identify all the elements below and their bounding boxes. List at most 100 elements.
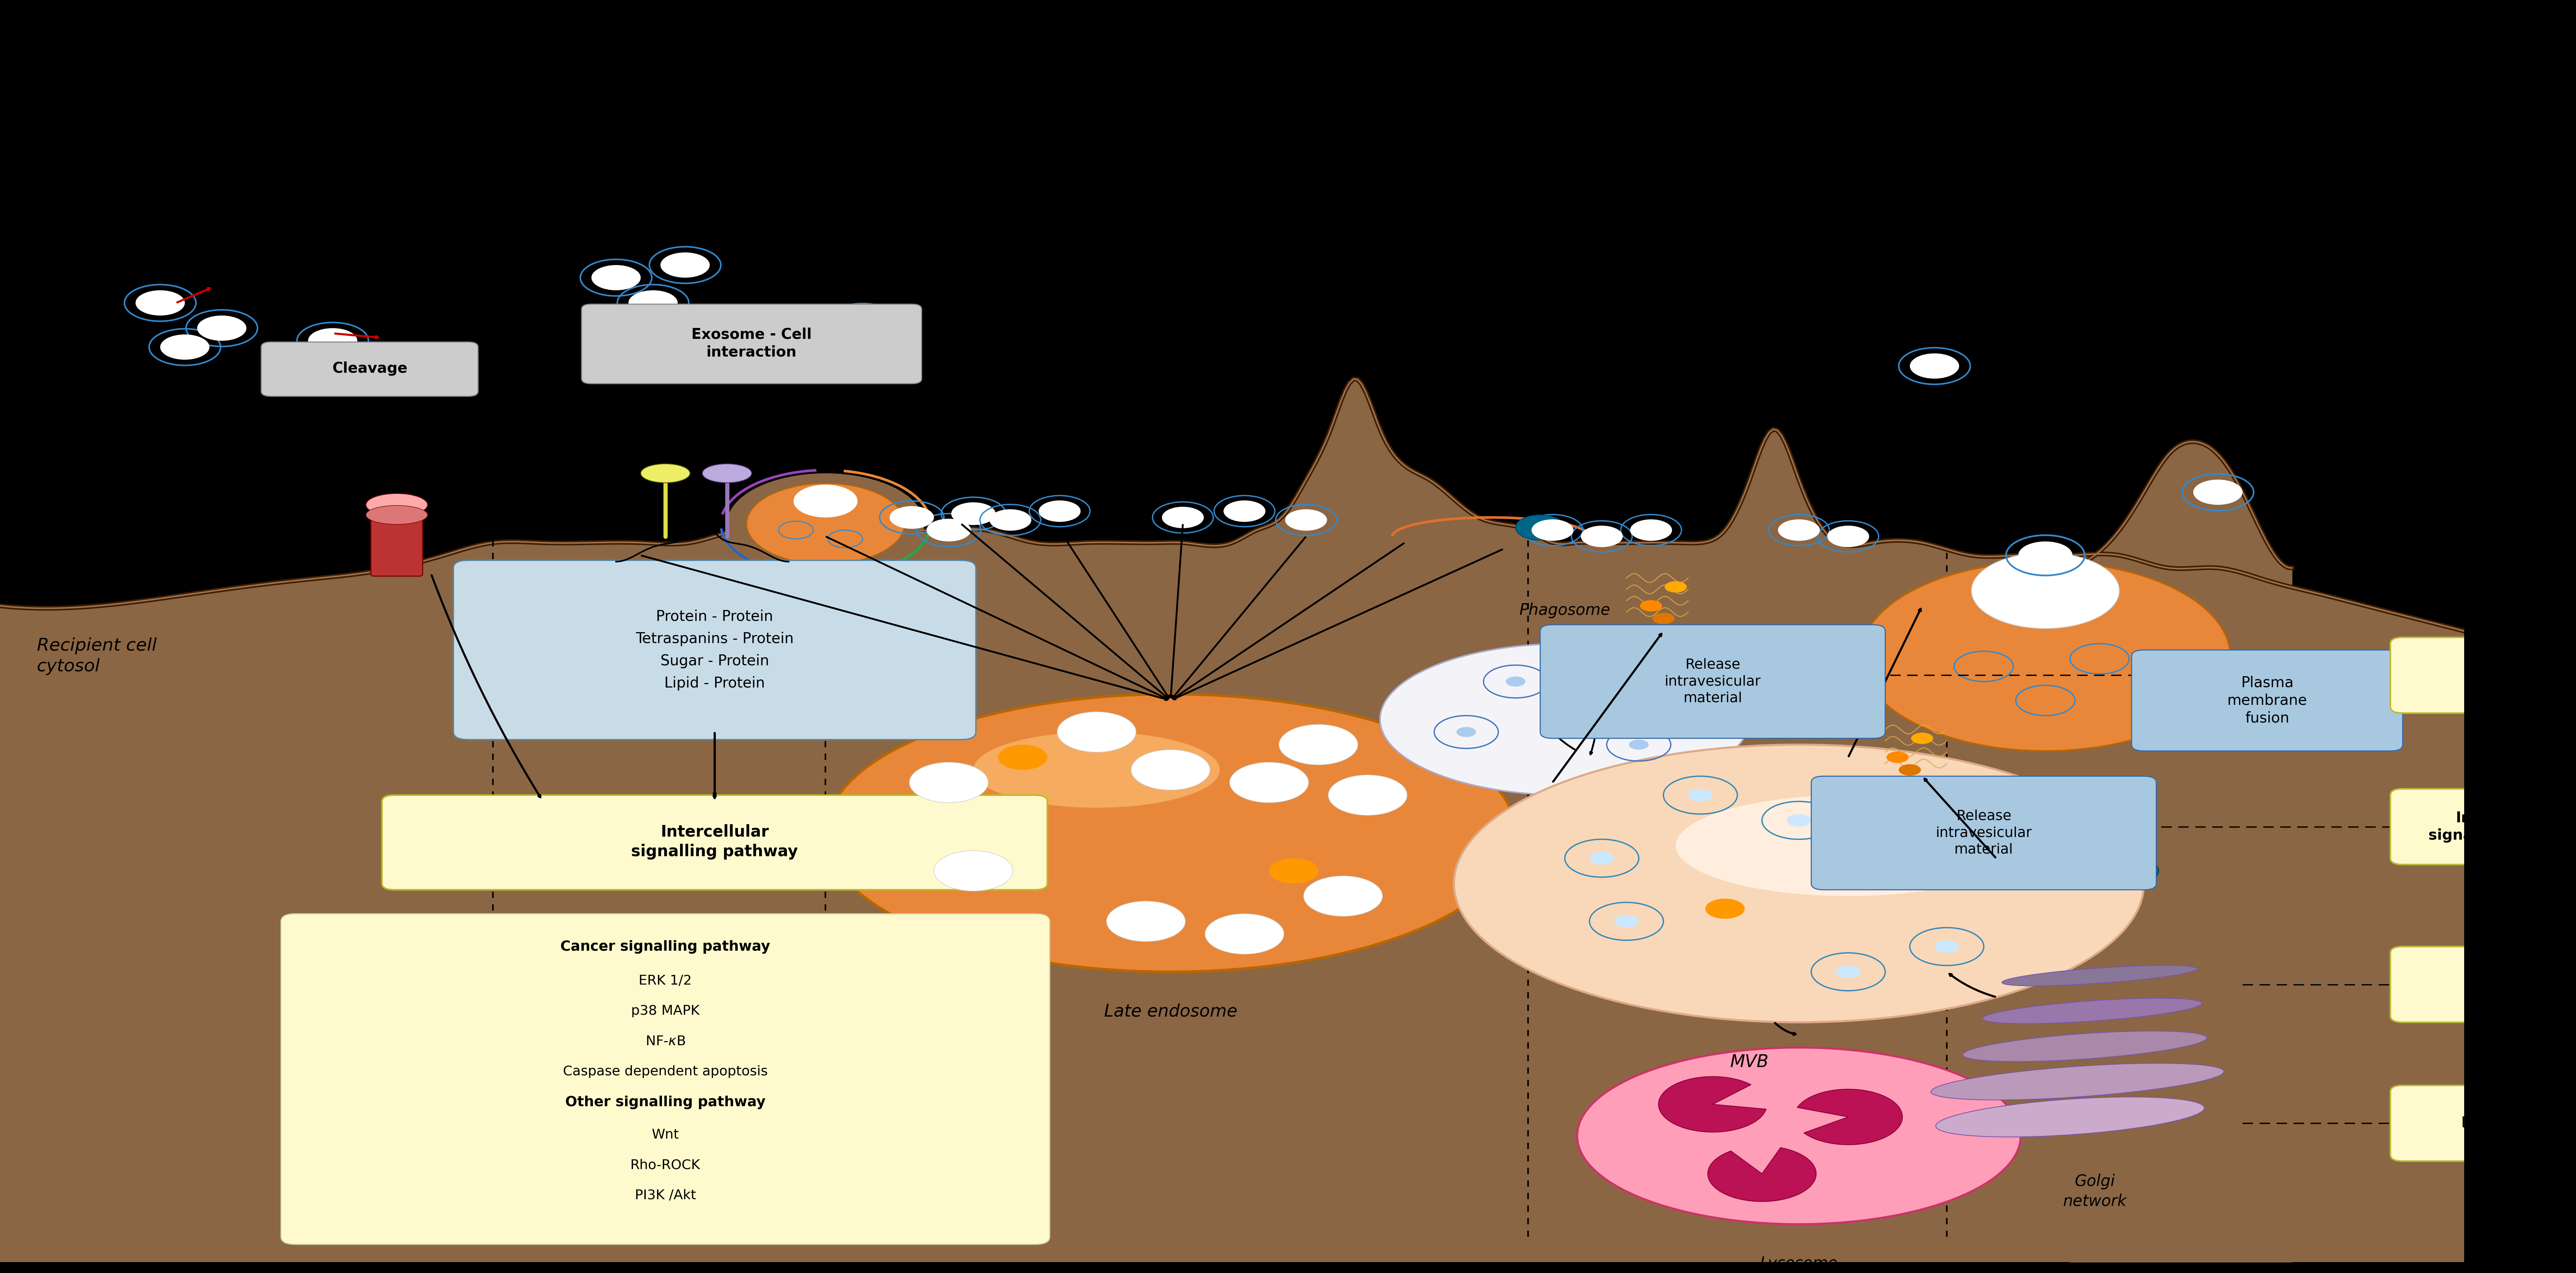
Text: Plasma
membrane
fusion: Plasma membrane fusion bbox=[2228, 676, 2308, 726]
Circle shape bbox=[1056, 712, 1136, 752]
Circle shape bbox=[1878, 835, 1917, 855]
Circle shape bbox=[793, 485, 858, 517]
Ellipse shape bbox=[974, 732, 1221, 808]
FancyBboxPatch shape bbox=[381, 796, 1048, 890]
Circle shape bbox=[1224, 500, 1265, 522]
Circle shape bbox=[1615, 915, 1638, 928]
Circle shape bbox=[927, 518, 971, 541]
Circle shape bbox=[1329, 775, 1406, 815]
Text: Cleavage: Cleavage bbox=[332, 362, 407, 376]
Ellipse shape bbox=[703, 463, 752, 482]
Circle shape bbox=[1909, 354, 1960, 378]
Circle shape bbox=[1507, 676, 1525, 686]
Circle shape bbox=[1971, 552, 2120, 629]
Circle shape bbox=[1270, 858, 1319, 883]
Circle shape bbox=[1108, 901, 1185, 942]
Text: Lysosome: Lysosome bbox=[1759, 1255, 1837, 1272]
Ellipse shape bbox=[1984, 998, 2202, 1023]
Ellipse shape bbox=[366, 494, 428, 516]
Wedge shape bbox=[1798, 1090, 1904, 1144]
Circle shape bbox=[1860, 561, 2231, 751]
Text: Recycling: Recycling bbox=[2470, 978, 2540, 992]
Circle shape bbox=[1628, 740, 1649, 750]
Text: Rho-ROCK: Rho-ROCK bbox=[631, 1158, 701, 1171]
Text: Intercellular
signalling pathway: Intercellular signalling pathway bbox=[2429, 811, 2576, 843]
FancyBboxPatch shape bbox=[371, 509, 422, 577]
Circle shape bbox=[1664, 582, 1687, 592]
Circle shape bbox=[1899, 764, 1922, 775]
Circle shape bbox=[1631, 519, 1672, 541]
Text: Late endosome: Late endosome bbox=[1105, 1003, 1236, 1020]
Ellipse shape bbox=[2002, 965, 2197, 985]
Circle shape bbox=[1285, 509, 1327, 531]
Text: Exosome - Cell
interaction: Exosome - Cell interaction bbox=[690, 327, 811, 359]
Text: Golgi
network: Golgi network bbox=[2063, 1174, 2128, 1209]
Text: Cancer signalling pathway: Cancer signalling pathway bbox=[562, 941, 770, 953]
Text: Protein - Protein
Tetraspanins - Protein
Sugar - Protein
Lipid - Protein: Protein - Protein Tetraspanins - Protein… bbox=[636, 610, 793, 690]
Ellipse shape bbox=[824, 694, 1515, 971]
Ellipse shape bbox=[641, 463, 690, 482]
FancyBboxPatch shape bbox=[281, 914, 1051, 1245]
Ellipse shape bbox=[366, 505, 428, 524]
Circle shape bbox=[1935, 941, 1960, 953]
Circle shape bbox=[1229, 763, 1309, 803]
Text: Intercellular
signalling pathway: Intercellular signalling pathway bbox=[631, 824, 799, 859]
Circle shape bbox=[659, 252, 711, 278]
Circle shape bbox=[1162, 507, 1203, 528]
Circle shape bbox=[345, 360, 394, 384]
Text: Phagosome: Phagosome bbox=[1520, 602, 1610, 619]
Circle shape bbox=[1909, 813, 1935, 826]
Circle shape bbox=[629, 290, 677, 316]
Text: p38 MAPK: p38 MAPK bbox=[631, 1004, 701, 1017]
Circle shape bbox=[1837, 965, 1860, 978]
FancyBboxPatch shape bbox=[582, 304, 922, 383]
Circle shape bbox=[1533, 519, 1574, 541]
Circle shape bbox=[592, 265, 641, 290]
Circle shape bbox=[1589, 852, 1615, 864]
Circle shape bbox=[1582, 526, 1623, 547]
Circle shape bbox=[1705, 899, 1744, 919]
Circle shape bbox=[1131, 750, 1211, 791]
Circle shape bbox=[137, 290, 185, 316]
Circle shape bbox=[1788, 813, 1811, 826]
Text: PI3K /Akt: PI3K /Akt bbox=[634, 1189, 696, 1202]
FancyBboxPatch shape bbox=[1811, 777, 2156, 890]
FancyBboxPatch shape bbox=[2391, 789, 2576, 864]
Circle shape bbox=[2017, 541, 2074, 569]
Text: Recycling: Recycling bbox=[2470, 668, 2540, 682]
Circle shape bbox=[837, 309, 886, 335]
FancyBboxPatch shape bbox=[2130, 651, 2403, 751]
Circle shape bbox=[198, 316, 247, 341]
Circle shape bbox=[160, 335, 209, 360]
Circle shape bbox=[747, 484, 904, 564]
Ellipse shape bbox=[1935, 1097, 2205, 1137]
FancyBboxPatch shape bbox=[2391, 1086, 2576, 1161]
FancyBboxPatch shape bbox=[2391, 638, 2576, 713]
Circle shape bbox=[1455, 727, 1476, 737]
Circle shape bbox=[2192, 480, 2244, 505]
Circle shape bbox=[997, 745, 1048, 770]
Circle shape bbox=[1886, 751, 1909, 763]
Ellipse shape bbox=[1677, 796, 2020, 896]
Circle shape bbox=[989, 509, 1030, 531]
Wedge shape bbox=[1659, 1077, 1767, 1132]
Text: Caspase dependent apoptosis: Caspase dependent apoptosis bbox=[564, 1066, 768, 1078]
FancyBboxPatch shape bbox=[260, 342, 479, 396]
Text: Release
intravesicular
material: Release intravesicular material bbox=[1664, 658, 1762, 705]
Circle shape bbox=[1303, 876, 1383, 917]
Circle shape bbox=[1278, 724, 1358, 765]
Circle shape bbox=[1826, 526, 1870, 547]
Circle shape bbox=[909, 763, 989, 803]
Circle shape bbox=[889, 507, 935, 528]
Circle shape bbox=[1641, 600, 1662, 611]
Ellipse shape bbox=[1453, 745, 2143, 1022]
Text: Release
intravesicular
material: Release intravesicular material bbox=[1935, 810, 2032, 857]
Circle shape bbox=[935, 850, 1012, 891]
Circle shape bbox=[1687, 789, 1713, 802]
Ellipse shape bbox=[1381, 644, 1749, 796]
Circle shape bbox=[1651, 612, 1674, 624]
Polygon shape bbox=[0, 379, 2465, 1262]
Circle shape bbox=[1777, 519, 1819, 541]
Ellipse shape bbox=[1577, 1048, 2020, 1225]
Ellipse shape bbox=[1932, 1063, 2223, 1100]
